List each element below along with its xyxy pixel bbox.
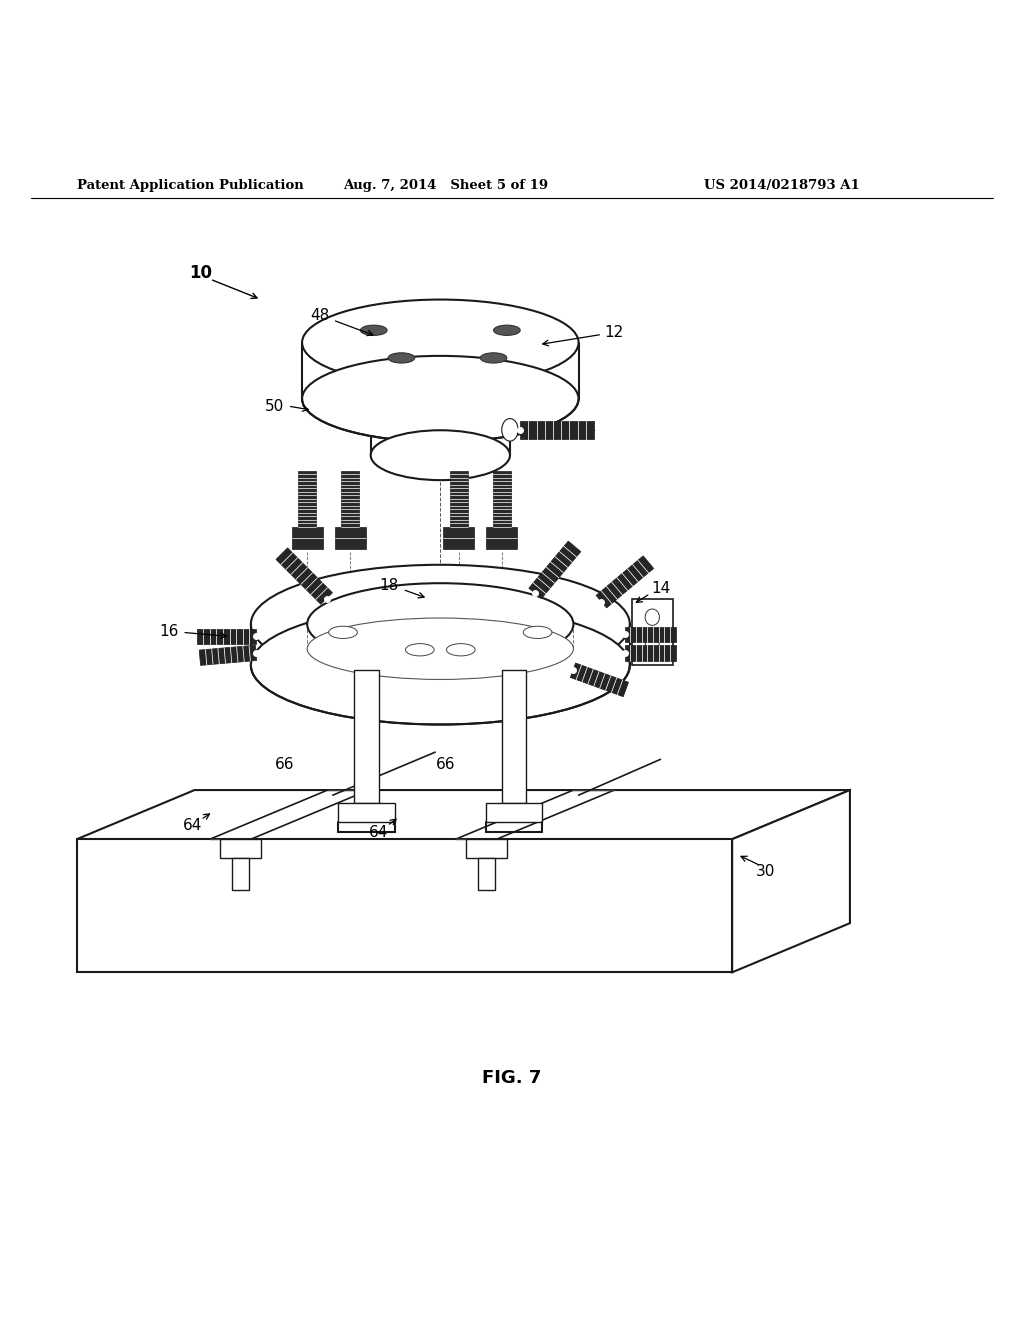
Ellipse shape [446,644,475,656]
Polygon shape [528,541,581,599]
Polygon shape [450,470,468,527]
Ellipse shape [645,609,659,626]
Ellipse shape [371,430,510,480]
Polygon shape [625,645,676,660]
Ellipse shape [645,634,659,649]
Polygon shape [486,527,517,549]
Ellipse shape [523,626,552,639]
Ellipse shape [302,300,579,385]
Ellipse shape [480,352,507,363]
Polygon shape [77,791,850,840]
Polygon shape [485,804,543,822]
Text: 66: 66 [274,756,295,772]
Polygon shape [220,840,261,858]
Polygon shape [77,840,732,973]
Text: 14: 14 [651,581,670,595]
Polygon shape [200,645,257,665]
Polygon shape [298,470,316,527]
Ellipse shape [251,565,630,684]
Text: US 2014/0218793 A1: US 2014/0218793 A1 [705,180,860,193]
Polygon shape [335,527,366,549]
Polygon shape [625,627,676,642]
Ellipse shape [307,583,573,665]
Text: 64: 64 [183,818,202,833]
Ellipse shape [388,352,415,363]
Ellipse shape [302,356,579,442]
Polygon shape [443,527,474,549]
Ellipse shape [307,618,573,680]
Text: FIG. 7: FIG. 7 [482,1069,542,1086]
Text: 18: 18 [380,578,398,593]
Polygon shape [478,858,495,891]
Text: 16: 16 [160,624,178,639]
Ellipse shape [251,606,630,725]
Text: 10: 10 [189,264,212,282]
Polygon shape [276,548,333,605]
Polygon shape [520,421,594,438]
Polygon shape [596,556,653,609]
Text: 64: 64 [370,825,388,840]
Ellipse shape [329,626,357,639]
Polygon shape [354,671,379,804]
Polygon shape [632,598,673,665]
Ellipse shape [360,325,387,335]
Polygon shape [466,840,507,858]
Ellipse shape [494,325,520,335]
Text: 30: 30 [757,865,775,879]
Polygon shape [341,470,359,527]
Polygon shape [197,628,256,644]
Polygon shape [493,470,511,527]
Polygon shape [502,671,526,804]
Polygon shape [292,527,323,549]
Text: Patent Application Publication: Patent Application Publication [77,180,303,193]
Text: 50: 50 [265,399,284,413]
Ellipse shape [406,644,434,656]
Ellipse shape [502,418,518,441]
Polygon shape [232,858,249,891]
Polygon shape [338,804,395,822]
Polygon shape [570,663,629,697]
Polygon shape [732,791,850,973]
Text: 12: 12 [605,325,624,339]
Text: 66: 66 [435,756,456,772]
Text: Aug. 7, 2014   Sheet 5 of 19: Aug. 7, 2014 Sheet 5 of 19 [343,180,548,193]
Text: 48: 48 [310,309,329,323]
